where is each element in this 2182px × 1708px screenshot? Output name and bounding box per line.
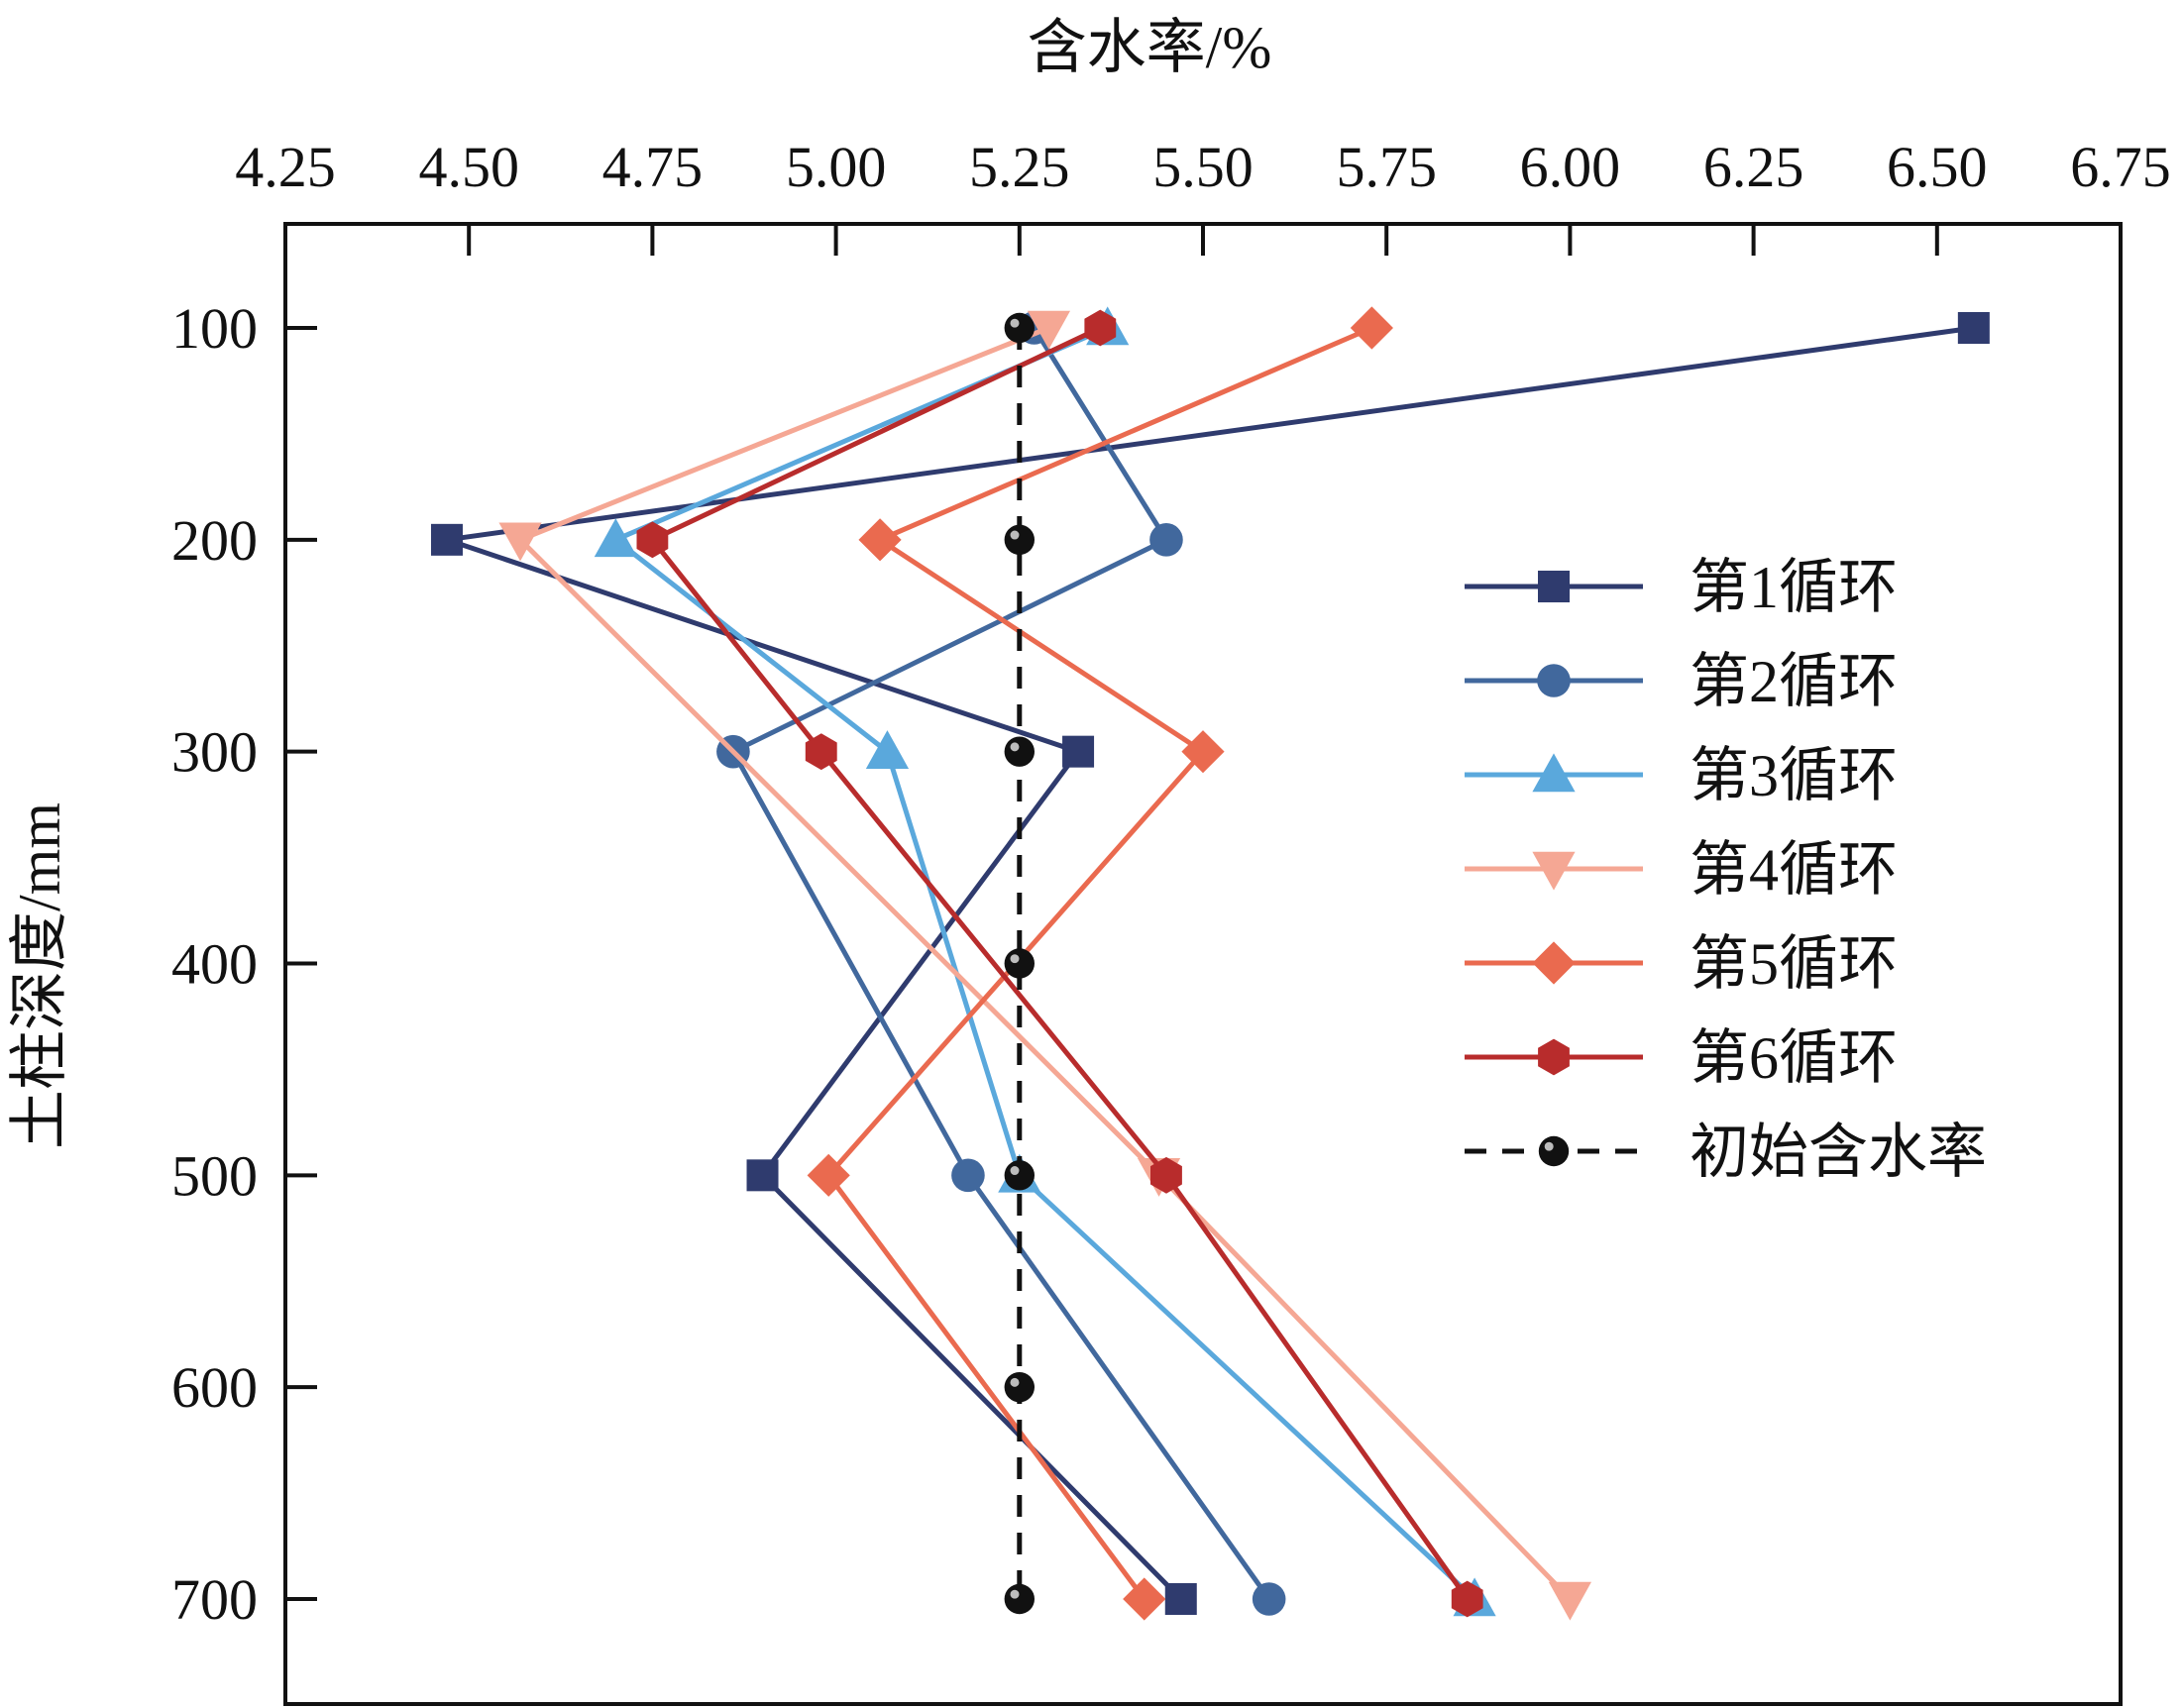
legend-marker [1538, 1135, 1570, 1167]
data-point [1164, 1583, 1197, 1615]
data-point [1123, 1577, 1166, 1621]
data-point [1004, 736, 1035, 767]
x-tick-label: 5.75 [1336, 135, 1437, 199]
legend-marker [1532, 753, 1576, 793]
plot-frame [283, 222, 2123, 1706]
legend-item: 第6循环 [1465, 1025, 1898, 1091]
data-point [805, 733, 837, 771]
data-point [636, 521, 669, 559]
legend-label: 第6循环 [1690, 1025, 1898, 1091]
x-tick-label: 6.00 [1520, 135, 1621, 199]
legend-label: 第2循环 [1690, 649, 1898, 714]
y-tick-label: 100 [171, 296, 258, 361]
data-point [1004, 1583, 1035, 1615]
marker-highlight [1010, 742, 1020, 752]
series-line [517, 325, 1573, 1601]
y-axis-title: 土柱深度/mm [7, 802, 72, 1149]
marker-highlight [1544, 1141, 1554, 1151]
legend-item: 第3循环 [1465, 743, 1898, 808]
data-point [1004, 948, 1035, 979]
marker-highlight [1010, 1166, 1020, 1176]
data-point [594, 518, 637, 558]
legend-item: 第2循环 [1465, 649, 1898, 714]
data-point [1548, 1581, 1591, 1621]
data-point [1350, 306, 1393, 350]
data-point [1957, 312, 1990, 344]
data-point [865, 730, 910, 769]
x-tick-label: 4.75 [602, 135, 704, 199]
data-point [807, 1153, 850, 1197]
y-tick-label: 200 [171, 508, 258, 573]
y-tick-label: 300 [171, 720, 258, 785]
data-point [1027, 310, 1071, 350]
series-line [612, 325, 1476, 1601]
y-tick-label: 500 [171, 1143, 258, 1208]
data-point [1150, 1156, 1182, 1194]
x-tick-label: 5.25 [969, 135, 1070, 199]
axis-ticks: 4.25 4.50 4.75 5.00 5.25 5.50 5.75 6.00 6.25 6.50… [171, 135, 2171, 1632]
data-point [1252, 1582, 1286, 1616]
series-4 [498, 310, 1591, 1621]
x-tick-label: 6.25 [1703, 135, 1804, 199]
x-tick-label: 4.50 [418, 135, 519, 199]
marker-highlight [1010, 530, 1020, 540]
y-tick-label: 700 [171, 1567, 258, 1632]
series-7 [1004, 312, 1035, 1615]
legend-item: 第5循环 [1465, 931, 1898, 997]
x-tick-label: 6.50 [1887, 135, 1988, 199]
data-point [951, 1158, 985, 1193]
data-point [430, 523, 463, 556]
x-tick-label: 5.50 [1152, 135, 1254, 199]
data-point [1004, 1371, 1035, 1403]
data-point [1181, 730, 1225, 774]
y-tick-label: 400 [171, 932, 258, 997]
data-point [858, 518, 902, 562]
data-point [746, 1159, 779, 1192]
data-point [1004, 312, 1035, 344]
data-point [1149, 523, 1183, 557]
data-point [1451, 1580, 1483, 1618]
data-point [1004, 1160, 1035, 1191]
marker-highlight [1010, 1377, 1020, 1387]
legend-label: 第5循环 [1690, 931, 1898, 997]
x-tick-label: 5.00 [786, 135, 887, 199]
data-point [1004, 524, 1035, 556]
legend-label: 第1循环 [1690, 555, 1898, 620]
data-point [498, 522, 542, 562]
data-point [1062, 735, 1095, 768]
legend-marker [1538, 1038, 1570, 1076]
series-line [825, 325, 1373, 1601]
marker-highlight [1010, 1589, 1020, 1599]
series-1 [430, 312, 1990, 1615]
legend-marker [1537, 664, 1571, 697]
x-tick-label: 6.75 [2070, 135, 2171, 199]
legend-label: 第4循环 [1690, 837, 1898, 903]
data-point [1084, 309, 1117, 347]
legend-marker [1532, 941, 1576, 985]
legend-marker [1538, 571, 1570, 602]
x-axis-title: 含水率/% [1028, 15, 1272, 80]
legend-label: 第3循环 [1690, 743, 1898, 808]
series-6 [636, 309, 1483, 1618]
legend-marker [1532, 851, 1576, 891]
legend-item: 初始含水率 [1465, 1120, 1987, 1185]
marker-highlight [1010, 318, 1020, 328]
legend-label: 初始含水率 [1690, 1120, 1987, 1185]
series-5 [807, 306, 1393, 1621]
legend-item: 第1循环 [1465, 555, 1898, 620]
marker-highlight [1010, 954, 1020, 964]
series-layer [430, 306, 1990, 1621]
series-line [649, 325, 1470, 1601]
legend-item: 第4循环 [1465, 837, 1898, 903]
y-tick-label: 600 [171, 1355, 258, 1420]
x-tick-label: 4.25 [235, 135, 336, 199]
